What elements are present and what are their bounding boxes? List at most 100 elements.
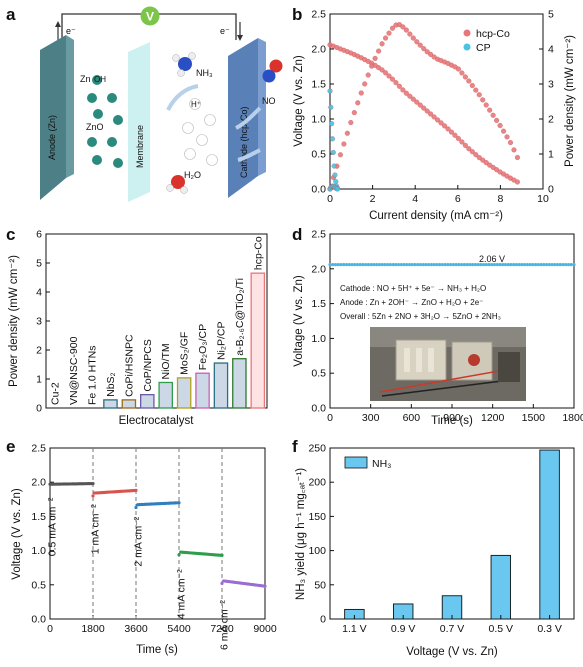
- d-point: [446, 263, 450, 267]
- f-x-tick-label: 0.3 V: [537, 623, 562, 635]
- b-point-series-0: [455, 135, 461, 142]
- b-point-series-0: [469, 149, 475, 155]
- d-point: [503, 263, 508, 267]
- c-y-tick-label: 5: [36, 258, 42, 270]
- d-point: [402, 263, 406, 267]
- d-point: [344, 263, 349, 267]
- e-x-tick-label: 5400: [167, 623, 191, 635]
- electron-label-right: e⁻: [220, 26, 230, 36]
- b-point-series-0: [393, 80, 399, 86]
- d-y-tick-label: 1.0: [311, 333, 326, 345]
- e-x-tick-label: 7200: [210, 623, 234, 635]
- d-point: [443, 263, 447, 267]
- d-point: [435, 263, 439, 267]
- d-point: [375, 263, 379, 267]
- d-point: [438, 263, 442, 267]
- b-point-series-2: [333, 179, 339, 185]
- y-axis-label-f: NH₃ yield (μg h⁻¹ mg꜀ₐₜ⁻¹): [295, 468, 307, 600]
- b-point-series-0: [421, 105, 427, 111]
- b-x-tick-label: 4: [412, 193, 418, 205]
- y-axis-label-e: Voltage (V vs. Zn): [11, 488, 23, 580]
- panel-c-chart: c 0 1 2 3 4 5 6 Cu-2 VN@NSC-900 Fe 1.0 HTNs NbS₂ C…: [6, 225, 268, 427]
- d-point: [336, 263, 340, 267]
- e-x-tick-label: 0: [47, 623, 53, 635]
- b-point-series-1: [490, 112, 496, 118]
- d-point: [399, 263, 403, 267]
- b-point-series-0: [386, 73, 392, 79]
- e-point-series-1: [134, 488, 138, 493]
- voltmeter-icon: [140, 6, 160, 26]
- b-point-series-0: [473, 152, 479, 158]
- f-y-tick-label: 50: [314, 579, 326, 591]
- b-point-series-1: [376, 48, 382, 54]
- e-series-label-3: 4 mA cm⁻²: [176, 569, 188, 619]
- b-point-series-1: [504, 134, 510, 140]
- b-point-series-2: [328, 104, 334, 110]
- d-point: [484, 263, 488, 267]
- panel-a-schematic: a V e⁻ e⁻ Anode (Zn) Membrane Cathode (h…: [6, 5, 283, 202]
- d-point: [498, 263, 502, 267]
- d-point: [547, 263, 551, 267]
- b-point-series-2: [329, 121, 335, 127]
- d-x-tick-label: 900: [443, 412, 461, 424]
- b-point-series-0: [382, 70, 389, 76]
- b-point-series-3: [334, 186, 341, 192]
- d-point: [361, 263, 365, 267]
- b-point-series-0: [476, 155, 482, 161]
- d-point: [539, 263, 543, 267]
- y-axis-label-d: Voltage (V vs. Zn): [293, 275, 305, 367]
- d-point: [514, 263, 519, 267]
- e-x-tick-label: 3600: [124, 623, 148, 635]
- d-point: [394, 263, 398, 267]
- d-point: [490, 263, 494, 267]
- f-y-tick-label: 0: [320, 614, 326, 626]
- b-point-series-1: [514, 154, 520, 161]
- legend-b: hcp-Co CP: [463, 28, 510, 54]
- f-y-tick-label: 100: [308, 545, 326, 557]
- e-y-tick-label: 1.5: [31, 511, 46, 523]
- b-point-series-0: [483, 160, 489, 166]
- d-point: [405, 263, 409, 267]
- panel-label-b: b: [292, 5, 302, 24]
- b-point-series-1: [407, 31, 413, 37]
- d-point: [561, 263, 565, 267]
- d-point: [468, 263, 472, 267]
- b-point-series-1: [369, 63, 375, 69]
- c-y-tick-label: 1: [36, 374, 42, 386]
- d-point: [542, 263, 546, 267]
- d-point: [550, 263, 554, 267]
- b-y2-tick-label: 0: [548, 184, 554, 196]
- b-point-series-0: [452, 132, 458, 138]
- b-point-series-0: [424, 108, 430, 114]
- y-axis-label-c: Power density (mW cm⁻²): [8, 255, 20, 387]
- b-point-series-1: [483, 102, 489, 108]
- d-y-tick-label: 0.0: [311, 403, 326, 415]
- zno-label: ZnO: [86, 122, 104, 132]
- e-point-series-1: [91, 494, 95, 498]
- d-point: [369, 263, 373, 267]
- b-point-series-1: [462, 74, 468, 80]
- b-x-tick-label: 10: [537, 193, 549, 205]
- d-point: [501, 263, 505, 267]
- c-bar-label-11: hcp-Co: [252, 236, 264, 270]
- b-point-series-0: [379, 67, 385, 73]
- d-point: [506, 263, 510, 267]
- b-point-series-1: [400, 24, 406, 30]
- electron-label-left: e⁻: [66, 26, 76, 36]
- d-point: [333, 263, 338, 267]
- c-bar-label-4: CoPi/HSNPC: [123, 334, 135, 397]
- arrow-down-icon: [237, 35, 243, 41]
- b-point-series-0: [480, 157, 486, 163]
- b-point-series-1: [459, 70, 465, 76]
- d-point: [413, 263, 417, 267]
- f-x-tick-label: 1.1 V: [342, 623, 367, 635]
- e-series-label-2: 2 mA cm⁻²: [133, 516, 145, 566]
- e-y-tick-label: 2.0: [31, 477, 46, 489]
- b-y2-tick-label: 4: [548, 44, 554, 56]
- b-y2-tick-label: 3: [548, 79, 554, 91]
- b-point-series-1: [389, 25, 396, 31]
- d-point: [372, 263, 376, 267]
- b-point-series-0: [462, 142, 468, 148]
- legend-label-nh3: NH₃: [372, 458, 391, 470]
- b-point-series-1: [476, 92, 482, 98]
